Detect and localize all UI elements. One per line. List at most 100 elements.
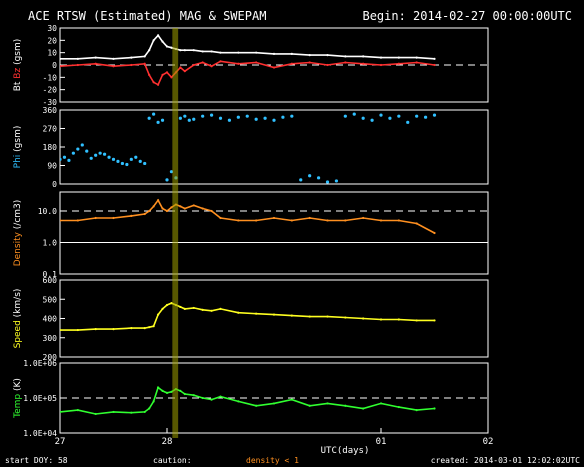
panel-frame-density [59,191,489,275]
series-bt-bz-bz [60,60,436,86]
data-point-temp [362,407,365,410]
data-point-speed [379,318,383,321]
y-axis-label-speed: Speed (km/s) [13,289,23,349]
y-axis-label-part: (/cm3) [13,200,23,232]
data-point-phi [111,157,116,161]
data-point-bz [192,63,195,67]
data-point-bt [272,52,276,56]
data-point-phi [85,149,89,153]
data-point-bz [219,60,222,63]
y-tick-label: 300 [43,334,58,343]
panel-temp: 1.0E+06 1.0E+05 1.0E+04 Temp (K) [13,359,489,438]
data-point-temp [344,404,347,407]
y-tick-label: 1.0 [43,238,58,247]
y-axis-label-part: (gsm) [13,126,23,155]
data-point-bz [60,65,62,68]
data-point-density [76,219,79,222]
data-point-density [290,219,293,222]
data-point-phi [152,112,156,116]
data-point-speed [165,303,169,307]
data-point-temp [112,410,115,414]
data-point-bz [237,62,240,65]
data-point-bz [148,73,151,76]
data-point-phi [316,176,321,180]
data-point-bt [397,56,400,59]
data-point-phi [125,162,129,167]
data-point-phi [143,161,147,166]
data-point-bt [161,40,164,43]
data-point-temp [152,400,155,403]
data-point-bt [152,39,155,42]
data-point-bz [255,61,258,64]
data-point-temp [183,392,186,396]
data-point-speed [156,313,160,316]
data-point-density [210,209,213,213]
data-point-phi [147,116,151,120]
data-point-temp [272,402,276,405]
data-point-bt [130,56,133,59]
panel-density: 10.0 1.0 0.1 Density (/cm3) [13,191,489,279]
data-point-speed [60,328,62,332]
data-point-density [415,222,418,225]
data-point-density [60,219,62,222]
data-point-density [165,209,169,213]
data-point-phi [397,114,401,118]
data-point-speed [201,308,204,311]
data-point-density [179,205,182,208]
y-tick-label: 10.0 [38,207,57,216]
data-point-bt [165,45,169,48]
y-axis-label-part: (K) [13,378,23,394]
data-point-phi [218,116,223,120]
data-point-density [201,207,204,210]
caution-label: caution: [153,456,192,465]
y-axis-label-part: Bz [13,68,23,79]
data-point-speed [143,327,146,330]
data-point-bt [219,51,222,54]
y-axis-label-part: Phi [13,155,23,169]
y-tick-label: 0 [52,180,57,189]
data-point-temp [219,395,222,398]
data-point-phi [406,120,410,124]
x-tick-label: 01 [376,437,387,447]
data-point-temp [76,409,79,412]
data-point-temp [148,407,151,410]
x-tick-label: 28 [162,437,173,447]
data-point-bt [237,51,240,54]
data-point-temp [201,396,204,400]
data-point-bt [179,49,182,52]
data-point-density [148,209,151,213]
data-point-temp [156,386,160,389]
y-tick-label: 360 [43,106,58,115]
data-point-speed [362,317,365,320]
data-point-density [192,204,195,207]
data-point-bt [143,55,146,58]
data-point-phi [227,118,232,122]
data-point-bz [165,71,169,74]
data-point-bt [433,57,436,60]
data-point-phi [290,114,294,118]
data-point-density [379,219,383,222]
data-point-temp [143,410,146,414]
data-point-density [94,216,97,220]
data-point-density [237,219,240,222]
data-point-bt [415,56,418,59]
data-point-speed [290,314,293,317]
y-tick-label: 200 [43,353,58,362]
data-point-speed [179,305,182,309]
data-point-phi [299,178,303,182]
y-axis-label-part: Temp [13,394,23,419]
data-point-bt [94,56,97,59]
data-point-temp [94,412,97,416]
data-point-temp [165,391,169,394]
data-point-speed [152,325,155,328]
data-point-bt [255,51,258,54]
data-point-density [152,205,155,208]
y-axis-label-part: (km/s) [13,289,23,321]
data-point-temp [210,398,213,401]
y-tick-label: 180 [43,143,58,152]
start-doy: start DOY: 58 [5,456,68,465]
x-axis-label: UTC(days) [321,446,370,456]
data-point-phi [209,113,214,117]
